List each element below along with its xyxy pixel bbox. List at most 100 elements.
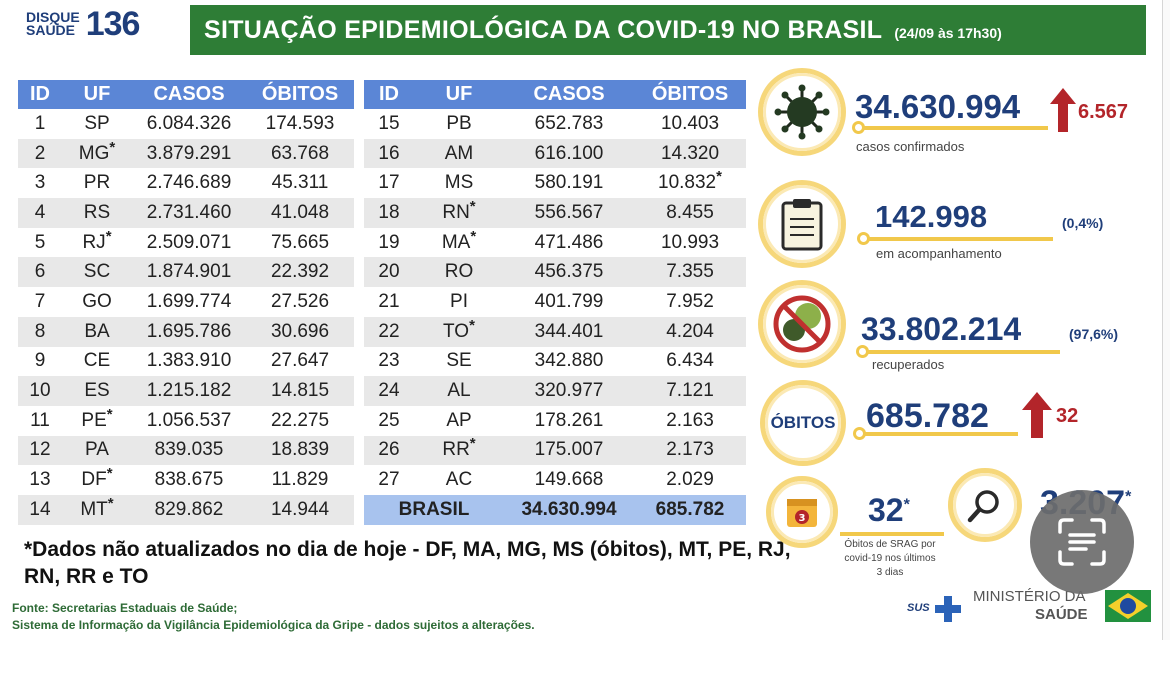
asterisk: * xyxy=(469,197,476,215)
logo-text: DISQUE SAÚDE xyxy=(26,10,80,37)
cell-id: 20 xyxy=(364,257,414,288)
deaths-label: ÓBITOS xyxy=(770,413,836,432)
cell-id: 23 xyxy=(378,350,400,372)
states-table-left: ID UF CASOS ÓBITOS 1 SP 6.084.326 174.593 2 M… xyxy=(18,80,354,525)
arrow-up-icon xyxy=(1022,392,1052,438)
text-scan-icon xyxy=(1058,518,1106,566)
cell-casos: 2.731.460 xyxy=(132,198,246,228)
cell-obitos: 27.647 xyxy=(270,350,330,372)
states-table-right: ID UF CASOS ÓBITOS 15 PB 652.783 10.403 16 AM… xyxy=(364,80,746,525)
asterisk: * xyxy=(107,494,114,512)
cell-casos: 556.567 xyxy=(504,198,634,228)
infographic: DISQUE SAÚDE 136 SITUAÇÃO EPIDEMIOLÓGICA… xyxy=(12,4,1155,632)
monitoring-caption: em acompanhamento xyxy=(876,246,1002,261)
clipboard-icon xyxy=(781,199,823,251)
cell-uf: SC xyxy=(62,257,132,288)
cell-id: 21 xyxy=(378,290,400,312)
virus-icon xyxy=(774,84,830,140)
table-row: 1 SP 6.084.326 174.593 xyxy=(18,109,354,139)
source-line-1: Fonte: Secretarias Estaduais de Saúde; xyxy=(12,601,238,615)
table-row: 6 SC 1.874.901 22.392 xyxy=(18,257,354,288)
confirmed-value: 34.630.994 xyxy=(855,88,1021,125)
table-row: 20 RO 456.375 7.355 xyxy=(364,257,746,288)
cell-obitos: 30.696 xyxy=(246,316,354,347)
col-id: ID xyxy=(364,80,414,109)
cell-uf: RO xyxy=(414,257,504,288)
source-line-2: Sistema de Informação da Vigilância Epid… xyxy=(12,618,535,632)
title-banner: SITUAÇÃO EPIDEMIOLÓGICA DA COVID-19 NO B… xyxy=(190,5,1146,55)
cell-uf: DF* xyxy=(81,465,113,491)
blank-area xyxy=(0,640,1170,689)
no-virus-icon xyxy=(773,295,831,353)
cell-casos: 1.215.182 xyxy=(132,376,246,406)
cell-obitos: 8.455 xyxy=(634,198,746,228)
cell-uf: GO xyxy=(82,290,112,312)
cell-uf: RN* xyxy=(414,198,504,228)
table-row: 15 PB 652.783 10.403 xyxy=(364,109,746,139)
table-row: 25 AP 178.261 2.163 xyxy=(364,406,746,436)
cell-id: 19 xyxy=(378,231,400,253)
table-row: 2 MG* 3.879.291 63.768 xyxy=(18,138,354,169)
cell-casos: 149.668 xyxy=(534,469,604,491)
cell-casos: 401.799 xyxy=(534,290,604,312)
cell-obitos: 22.275 xyxy=(270,409,330,431)
cell-obitos: 11.829 xyxy=(271,469,329,491)
table-header-row: ID UF CASOS ÓBITOS xyxy=(364,80,746,109)
asterisk: * xyxy=(106,405,113,423)
cell-id: 15 xyxy=(378,112,400,134)
table-body-right: 15 PB 652.783 10.403 16 AM 616.100 14.320 17 MS 58… xyxy=(364,109,746,495)
table-header-row: ID UF CASOS ÓBITOS xyxy=(18,80,354,109)
asterisk: * xyxy=(105,227,112,245)
table-row: 19 MA* 471.486 10.993 xyxy=(364,228,746,258)
footer-logos: SUS MINISTÉRIO DA SAÚDE xyxy=(905,588,1155,630)
divider-dot xyxy=(853,427,866,440)
cell-id: 22 xyxy=(364,316,414,347)
cell-uf: PE* xyxy=(81,405,113,431)
asterisk: * xyxy=(469,316,475,334)
divider xyxy=(840,532,944,536)
divider xyxy=(863,237,1053,241)
cell-casos: 652.783 xyxy=(534,112,604,134)
divider-dot xyxy=(857,232,870,245)
cell-id: 6 xyxy=(18,257,62,288)
asterisk: * xyxy=(470,227,477,245)
col-obitos: ÓBITOS xyxy=(634,80,746,109)
logo-number: 136 xyxy=(85,4,141,43)
cell-obitos: 7.121 xyxy=(634,376,746,406)
cell-uf: SE xyxy=(446,350,472,372)
cell-id: 26 xyxy=(364,435,414,466)
table-row: 21 PI 401.799 7.952 xyxy=(364,287,746,317)
deaths-delta: 32 xyxy=(1056,405,1079,427)
srag-value: 32* xyxy=(868,492,910,529)
cell-casos: 320.977 xyxy=(504,376,634,406)
text-scan-button[interactable] xyxy=(1030,490,1134,594)
table-row: 8 BA 1.695.786 30.696 xyxy=(18,316,354,347)
cell-casos: 1.056.537 xyxy=(146,409,232,431)
asterisk: * xyxy=(469,435,476,453)
cell-obitos: 18.839 xyxy=(246,435,354,466)
cell-obitos: 63.768 xyxy=(246,138,354,169)
cell-id: 13 xyxy=(29,469,51,491)
confirmed-delta: 6.567 xyxy=(1078,101,1129,123)
cell-obitos: 7.952 xyxy=(666,290,714,312)
cell-uf: RS xyxy=(62,198,132,228)
arrow-up-icon xyxy=(1050,88,1076,132)
cell-id: 4 xyxy=(18,198,62,228)
cell-obitos: 10.403 xyxy=(660,112,720,134)
recovered-percent: (97,6%) xyxy=(1069,326,1119,342)
divider xyxy=(862,350,1060,354)
table-row: 7 GO 1.699.774 27.526 xyxy=(18,287,354,317)
table-row: 13 DF* 838.675 11.829 xyxy=(18,465,354,495)
monitoring-ring xyxy=(758,180,846,268)
srag-caption-line-2: covid-19 nos últimos xyxy=(844,553,936,564)
col-uf: UF xyxy=(414,80,504,109)
cell-uf: SP xyxy=(84,112,110,134)
sus-logo: SUS xyxy=(907,602,930,614)
ministry-line-2: SAÚDE xyxy=(1035,606,1088,623)
cell-uf: AL xyxy=(414,376,504,406)
total-label: BRASIL xyxy=(364,494,504,525)
cell-obitos: 75.665 xyxy=(270,231,330,253)
cell-obitos: 45.311 xyxy=(271,172,329,194)
cell-id: 16 xyxy=(364,138,414,169)
footnote: *Dados não atualizados no dia de hoje - … xyxy=(24,538,791,588)
